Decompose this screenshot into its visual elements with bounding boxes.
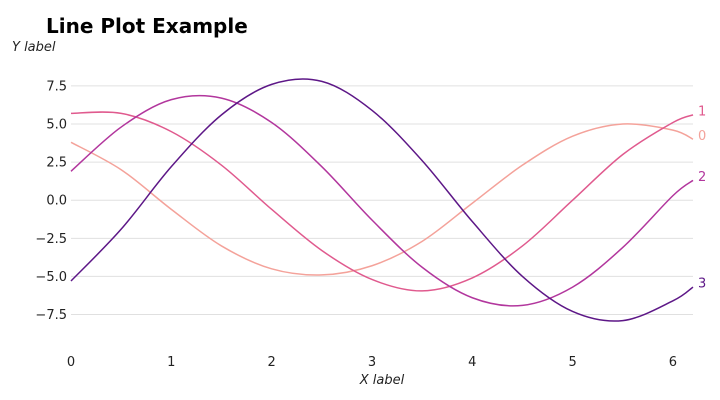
y-tick-label: 2.5 <box>46 156 67 171</box>
series-label-0: 0 <box>698 129 706 144</box>
series-labels: 0 1 2 3 <box>698 104 706 291</box>
x-tick-label: 1 <box>167 355 175 370</box>
y-tick-label: 0.0 <box>46 194 67 209</box>
y-tick-label: −7.5 <box>35 308 67 323</box>
x-tick-label: 5 <box>568 355 576 370</box>
y-tick-label: −2.5 <box>35 232 67 247</box>
x-tick-labels: 0 1 2 3 4 5 6 <box>67 355 677 370</box>
x-tick-label: 2 <box>268 355 276 370</box>
grid-lines <box>71 85 693 316</box>
series-lines <box>70 78 694 322</box>
x-axis-label: X label <box>359 373 405 388</box>
y-tick-labels: −7.5 −5.0 −2.5 0.0 2.5 5.0 7.5 <box>35 79 67 323</box>
x-tick-label: 6 <box>669 355 677 370</box>
y-tick-label: −5.0 <box>35 270 67 285</box>
x-tick-label: 4 <box>468 355 476 370</box>
series-line-2 <box>70 94 694 307</box>
y-axis-label: Y label <box>12 40 56 55</box>
y-tick-label: 5.0 <box>46 118 67 133</box>
chart-title: Line Plot Example <box>46 14 248 38</box>
series-line-1 <box>70 111 694 292</box>
y-tick-label: 7.5 <box>46 79 67 94</box>
x-tick-label: 3 <box>368 355 376 370</box>
x-tick-label: 0 <box>67 355 75 370</box>
series-label-3: 3 <box>698 277 706 292</box>
series-line-0 <box>70 123 694 276</box>
series-label-2: 2 <box>698 170 706 185</box>
series-line-3 <box>70 78 694 322</box>
series-label-1: 1 <box>698 104 706 119</box>
